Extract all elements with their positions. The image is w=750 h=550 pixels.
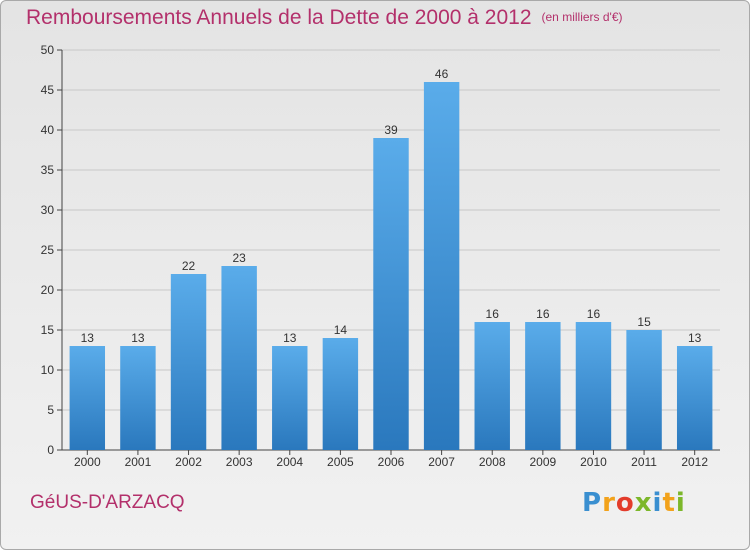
data-label-2002: 22 xyxy=(182,259,196,273)
proxiti-logo: Proxiti xyxy=(582,488,686,518)
bar-2000 xyxy=(69,346,106,450)
data-label-2004: 13 xyxy=(283,331,297,345)
data-label-2001: 13 xyxy=(131,331,145,345)
data-label-2007: 46 xyxy=(435,67,449,81)
data-label-2006: 39 xyxy=(384,123,398,137)
x-tick-label: 2007 xyxy=(428,455,455,469)
chart-subtitle: (en milliers d'€) xyxy=(541,10,623,24)
logo-letter: x xyxy=(634,488,653,518)
y-tick-label: 15 xyxy=(41,323,55,337)
chart-title: Remboursements Annuels de la Dette de 20… xyxy=(26,6,623,30)
bar-2010 xyxy=(575,322,612,450)
x-tick-label: 2002 xyxy=(175,455,202,469)
data-labels: 13 13 22 23 13 14 39 46 16 16 16 15 13 xyxy=(81,67,702,345)
data-label-2000: 13 xyxy=(81,331,95,345)
bar-2005 xyxy=(322,338,359,450)
bar-2006 xyxy=(373,138,409,450)
y-tick-label: 30 xyxy=(41,203,55,217)
data-label-2008: 16 xyxy=(486,307,500,321)
chart-title-text: Remboursements Annuels de la Dette de 20… xyxy=(26,6,532,29)
bars xyxy=(69,82,713,450)
bar-2012 xyxy=(676,346,713,450)
x-tick-label: 2005 xyxy=(327,455,354,469)
data-label-2012: 13 xyxy=(688,331,702,345)
x-tick-label: 2001 xyxy=(125,455,152,469)
x-tick-label: 2004 xyxy=(276,455,303,469)
bar-2011 xyxy=(626,330,662,450)
y-tick-label: 20 xyxy=(41,283,55,297)
bar-2001 xyxy=(120,346,156,450)
x-tick-label: 2011 xyxy=(631,455,657,469)
x-tick-label: 2006 xyxy=(378,455,405,469)
data-label-2005: 14 xyxy=(334,323,348,337)
commune-name: GéUS-D'ARZACQ xyxy=(30,492,185,513)
y-tick-label: 0 xyxy=(47,443,54,457)
logo-letter: i xyxy=(652,488,663,518)
logo-letter: o xyxy=(615,488,635,518)
data-label-2010: 16 xyxy=(587,307,601,321)
y-tick-label: 10 xyxy=(41,363,55,377)
x-tick-label: 2012 xyxy=(681,455,708,469)
logo-letter: t xyxy=(662,488,676,518)
logo-letter: r xyxy=(602,488,616,518)
bar-2004 xyxy=(272,346,308,450)
y-tick-label: 5 xyxy=(47,403,54,417)
y-tick-label: 35 xyxy=(41,163,55,177)
y-tick-label: 25 xyxy=(41,243,55,257)
x-tick-label: 2010 xyxy=(580,455,607,469)
y-tick-label: 50 xyxy=(41,43,55,57)
x-tick-label: 2003 xyxy=(226,455,253,469)
data-label-2003: 23 xyxy=(232,251,246,265)
bar-2009 xyxy=(525,322,561,450)
x-tick-label: 2000 xyxy=(74,455,101,469)
data-label-2011: 15 xyxy=(637,315,651,329)
bar-2003 xyxy=(221,266,257,450)
x-tick-label: 2008 xyxy=(479,455,506,469)
bar-2007 xyxy=(423,82,460,450)
y-tick-label: 45 xyxy=(41,83,55,97)
x-tick-label: 2009 xyxy=(529,455,556,469)
data-label-2009: 16 xyxy=(536,307,550,321)
logo-letter: P xyxy=(582,488,603,518)
bar-2002 xyxy=(170,274,207,450)
y-tick-label: 40 xyxy=(41,123,55,137)
logo-letter: i xyxy=(675,488,686,518)
bar-2008 xyxy=(474,322,510,450)
